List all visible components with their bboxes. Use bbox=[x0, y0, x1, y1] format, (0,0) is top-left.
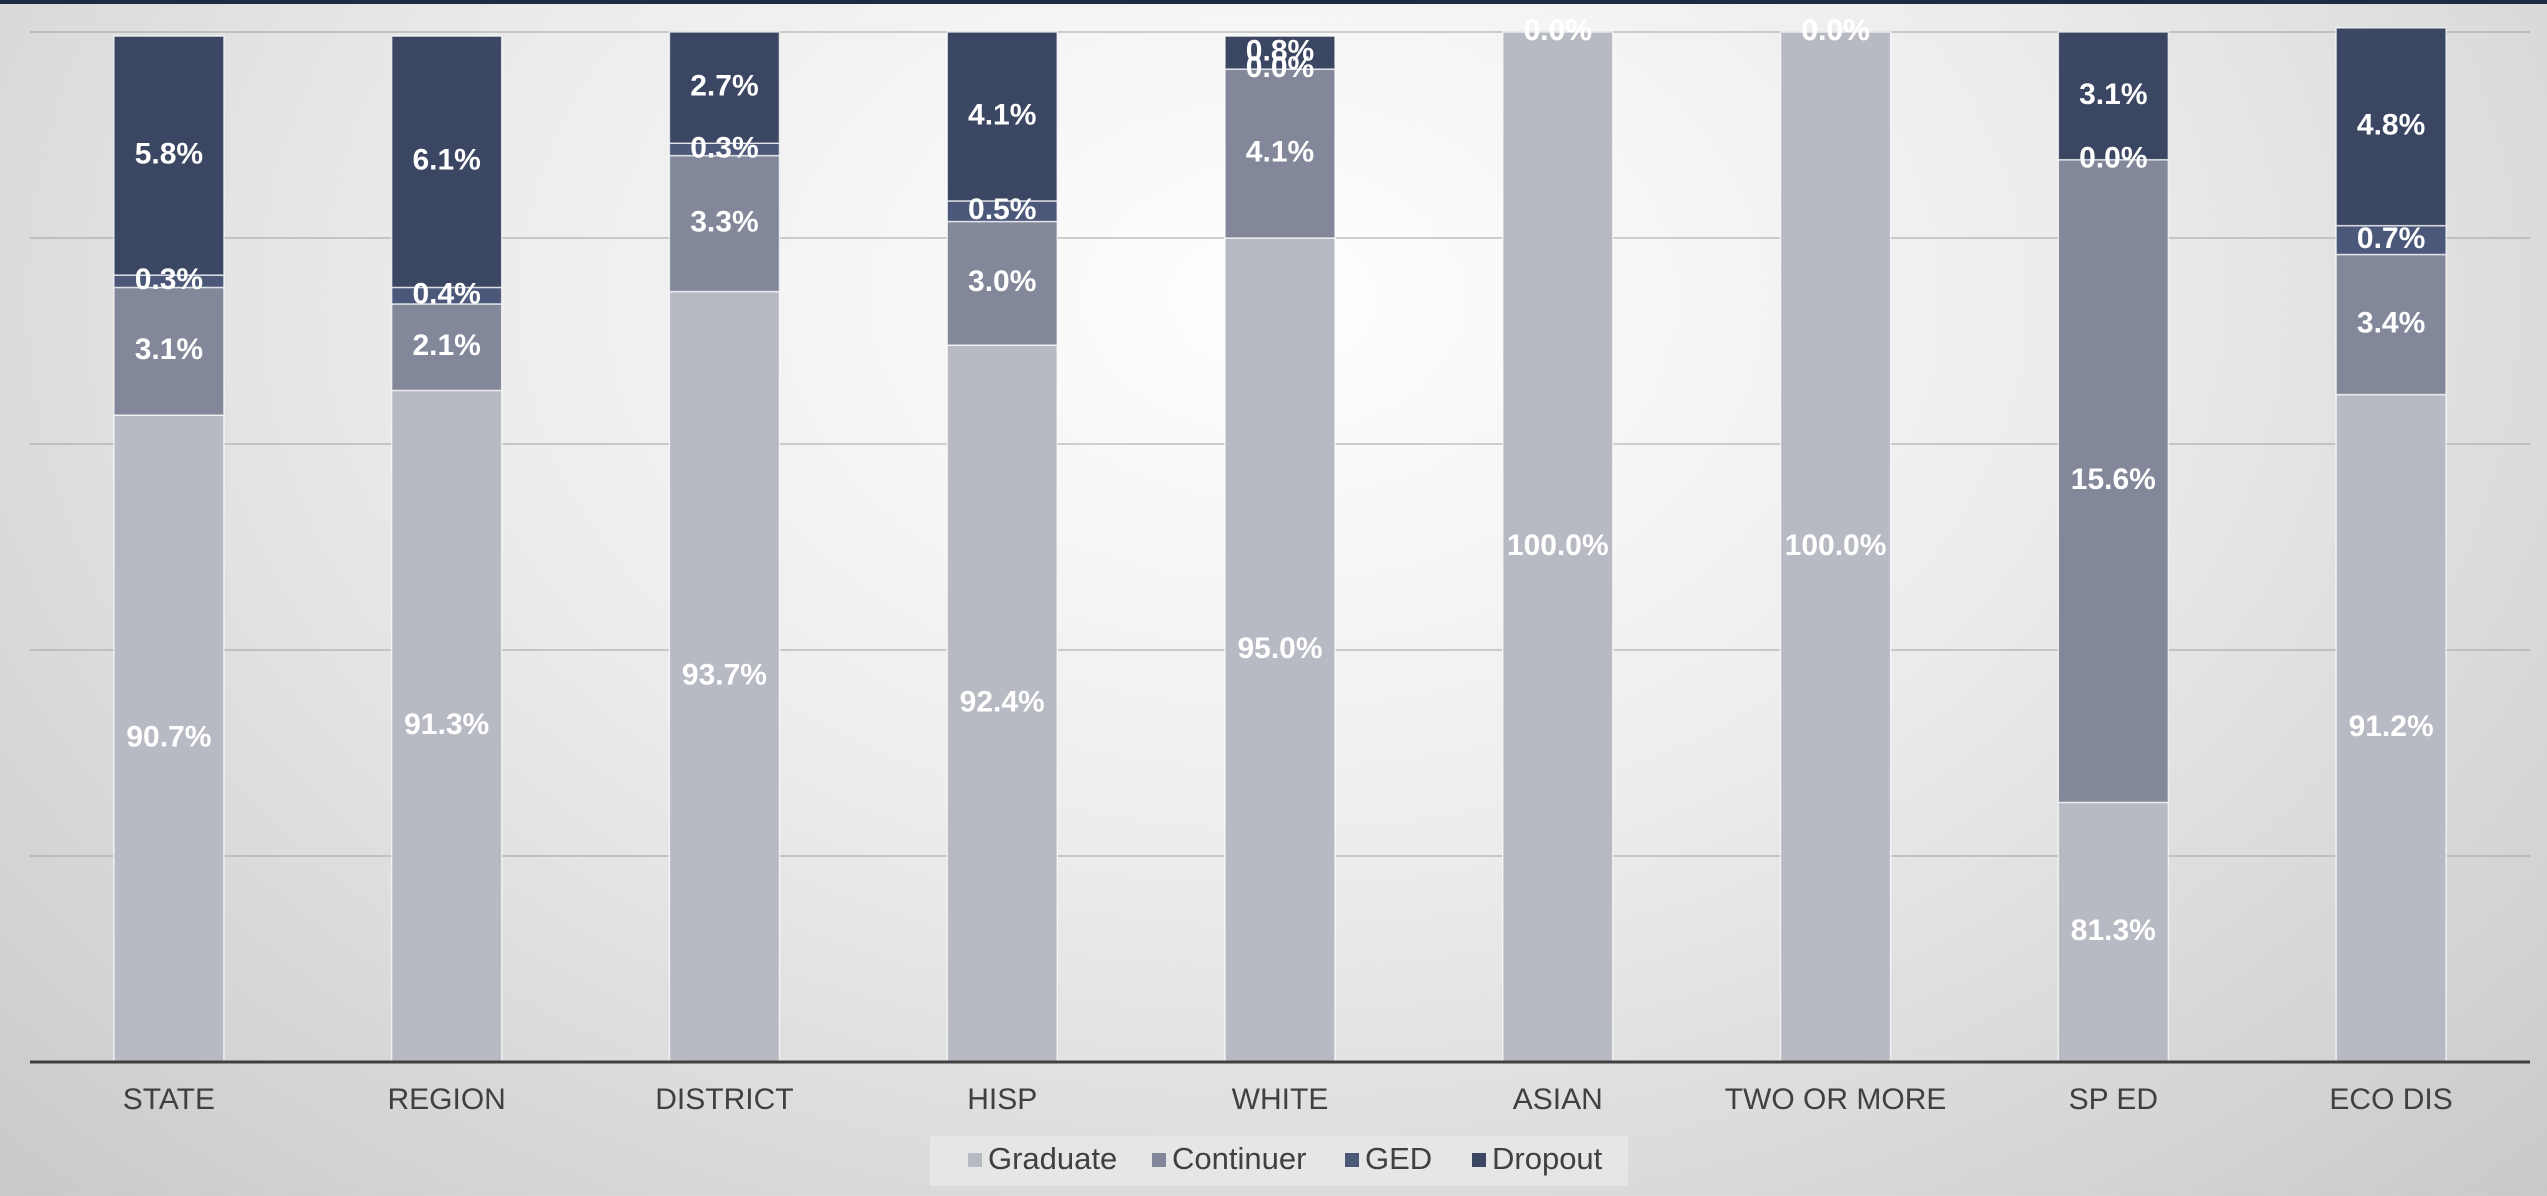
data-label: 3.1% bbox=[135, 333, 203, 366]
bar-segment bbox=[2057, 158, 2170, 804]
x-tick-label: DISTRICT bbox=[655, 1083, 793, 1116]
bar-segment bbox=[668, 154, 781, 293]
data-label: 0.0% bbox=[1524, 14, 1592, 47]
legend-label: GED bbox=[1365, 1141, 1432, 1176]
data-label: 100.0% bbox=[1507, 529, 1609, 562]
data-label: 0.7% bbox=[2357, 222, 2425, 255]
data-label: 0.0% bbox=[1801, 14, 1869, 47]
bar-segment bbox=[2335, 393, 2447, 1063]
data-label: 4.1% bbox=[968, 98, 1036, 131]
legend-swatch bbox=[1345, 1153, 1359, 1167]
bar-segment bbox=[113, 414, 225, 1063]
legend-swatch bbox=[968, 1153, 982, 1167]
data-label: 0.0% bbox=[1524, 14, 1592, 47]
bar-segment bbox=[2335, 27, 2447, 227]
legend-swatch bbox=[1472, 1153, 1486, 1167]
data-label: 0.0% bbox=[1524, 14, 1592, 47]
data-label: 0.8% bbox=[1246, 35, 1314, 68]
x-tick-label: STATE bbox=[123, 1083, 215, 1116]
data-label: 0.3% bbox=[690, 131, 758, 164]
legend-box bbox=[930, 1136, 1628, 1186]
bar-segment bbox=[1502, 31, 1614, 1063]
data-label: 0.4% bbox=[412, 278, 480, 311]
bar-segment bbox=[2057, 801, 2170, 1063]
legend-label: Graduate bbox=[988, 1141, 1117, 1176]
data-label: 3.1% bbox=[2079, 78, 2147, 111]
bar-segment bbox=[668, 290, 781, 1063]
data-label: 2.7% bbox=[690, 70, 758, 103]
data-label: 0.0% bbox=[1246, 51, 1314, 84]
bar-segment bbox=[390, 35, 503, 289]
legend-label: Continuer bbox=[1172, 1141, 1306, 1176]
data-label: 100.0% bbox=[1785, 529, 1887, 562]
data-label: 4.8% bbox=[2357, 109, 2425, 142]
data-label: 95.0% bbox=[1237, 632, 1322, 665]
data-label: 2.1% bbox=[412, 329, 480, 362]
data-label: 4.1% bbox=[1246, 135, 1314, 168]
x-tick-label: SP ED bbox=[2069, 1083, 2159, 1116]
data-label: 91.3% bbox=[404, 708, 489, 741]
bar-segment bbox=[390, 389, 503, 1063]
bar-segment bbox=[390, 303, 503, 392]
x-tick-label: TWO OR MORE bbox=[1725, 1083, 1947, 1116]
bar-segment bbox=[1224, 237, 1336, 1063]
bar-segment bbox=[2335, 253, 2447, 396]
data-label: 3.3% bbox=[690, 206, 758, 239]
bar-segment bbox=[946, 31, 1058, 202]
bar-segment bbox=[1224, 35, 1336, 70]
data-label: 0.0% bbox=[2079, 142, 2147, 175]
data-label: 5.8% bbox=[135, 138, 203, 171]
legend-label: Dropout bbox=[1492, 1141, 1603, 1176]
data-label: 90.7% bbox=[126, 721, 211, 754]
data-label: 15.6% bbox=[2071, 463, 2156, 496]
data-label: 6.1% bbox=[412, 144, 480, 177]
data-label: 91.2% bbox=[2349, 710, 2434, 743]
bar-segment bbox=[113, 286, 225, 416]
x-tick-label: WHITE bbox=[1232, 1083, 1329, 1116]
data-label: 93.7% bbox=[682, 659, 767, 692]
data-label: 0.0% bbox=[1801, 14, 1869, 47]
data-label: 92.4% bbox=[960, 685, 1045, 718]
data-label: 3.4% bbox=[2357, 306, 2425, 339]
bar-segment bbox=[1224, 68, 1336, 239]
x-tick-label: ASIAN bbox=[1513, 1083, 1603, 1116]
x-tick-label: REGION bbox=[387, 1083, 505, 1116]
legend-swatch bbox=[1152, 1153, 1166, 1167]
top-border bbox=[0, 0, 2547, 4]
data-label: 0.0% bbox=[1801, 14, 1869, 47]
bar-segment bbox=[113, 35, 225, 276]
data-label: 0.5% bbox=[968, 193, 1036, 226]
bar-segment bbox=[2057, 31, 2170, 161]
data-label: 0.3% bbox=[135, 263, 203, 296]
bar-segment bbox=[668, 31, 781, 144]
x-tick-label: HISP bbox=[967, 1083, 1037, 1116]
data-label: 81.3% bbox=[2071, 914, 2156, 947]
data-label: 3.0% bbox=[968, 265, 1036, 298]
bar-segment bbox=[1779, 31, 1892, 1063]
x-tick-label: ECO DIS bbox=[2329, 1083, 2452, 1116]
